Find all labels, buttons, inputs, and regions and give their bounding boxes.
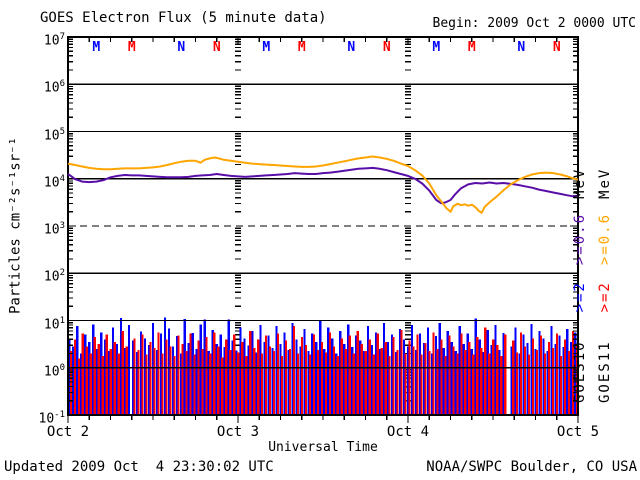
y-tick-label: 105 [43, 126, 65, 143]
marker-letter: N [177, 40, 185, 55]
legend-goes11-satellite: GOES11 [597, 340, 613, 403]
legend-goes11: GOES11 >=2 >=0.6 MeV [597, 168, 614, 403]
legend-goes11-e2-label: >=2 [597, 281, 613, 313]
y-tick-label: 107 [43, 32, 65, 49]
y-tick-label: 10-1 [38, 410, 66, 427]
bars-goes10 [68, 317, 577, 415]
x-tick-label: Oct 2 [46, 424, 90, 440]
marker-letter: N [517, 40, 525, 55]
x-tick-label: Oct 5 [556, 424, 600, 440]
marker-letter: N [553, 40, 561, 55]
legend-goes10: GOES10 >=2 >=0.6 MeV [572, 168, 589, 403]
marker-letter: M [468, 40, 476, 55]
y-tick-label: 102 [43, 268, 65, 285]
marker-letter: M [128, 40, 136, 55]
marker-letter: N [347, 40, 355, 55]
marker-letter: N [383, 40, 391, 55]
marker-letter: M [92, 40, 100, 55]
marker-letter: M [262, 40, 270, 55]
bars-goes11 [69, 326, 578, 415]
marker-letter: M [298, 40, 306, 55]
y-tick-label: 104 [43, 173, 65, 191]
plot-frame [67, 36, 579, 423]
x-axis-title: Universal Time [268, 440, 378, 455]
chart-title: GOES Electron Flux (5 minute data) [40, 10, 327, 26]
credit: NOAA/SWPC Boulder, CO USA [426, 459, 637, 475]
legend-goes10-satellite: GOES10 [572, 340, 588, 403]
legend-goes11-mev-label: MeV [597, 167, 613, 199]
y-tick-label: 100 [43, 362, 65, 380]
marker-letter: N [213, 40, 221, 55]
legend-goes10-mev-label: MeV [572, 167, 588, 199]
y-tick-label: 103 [43, 221, 65, 238]
legend-goes10-e2-label: >=2 [572, 281, 588, 313]
legend-goes10-e06-label: >=0.6 [572, 212, 588, 266]
trace-goes10-e06 [67, 166, 579, 205]
trace-goes11-e06 [67, 155, 579, 214]
y-tick-label: 106 [43, 79, 65, 96]
legend-goes11-e06-label: >=0.6 [597, 212, 613, 266]
x-tick-label: Oct 4 [386, 424, 430, 440]
x-tick-label: Oct 3 [216, 424, 260, 440]
marker-letter: M [432, 40, 440, 55]
updated-timestamp: Updated 2009 Oct 4 23:30:02 UTC [4, 459, 274, 475]
begin-timestamp: Begin: 2009 Oct 2 0000 UTC [432, 16, 637, 31]
y-tick-label: 101 [43, 315, 65, 332]
horizontal-gridlines [68, 83, 578, 369]
